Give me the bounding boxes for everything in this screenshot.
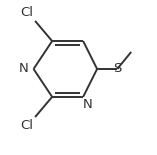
Text: Cl: Cl: [21, 6, 34, 19]
Text: N: N: [83, 98, 93, 111]
Text: S: S: [113, 62, 121, 75]
Text: N: N: [18, 62, 28, 75]
Text: Cl: Cl: [21, 119, 34, 132]
